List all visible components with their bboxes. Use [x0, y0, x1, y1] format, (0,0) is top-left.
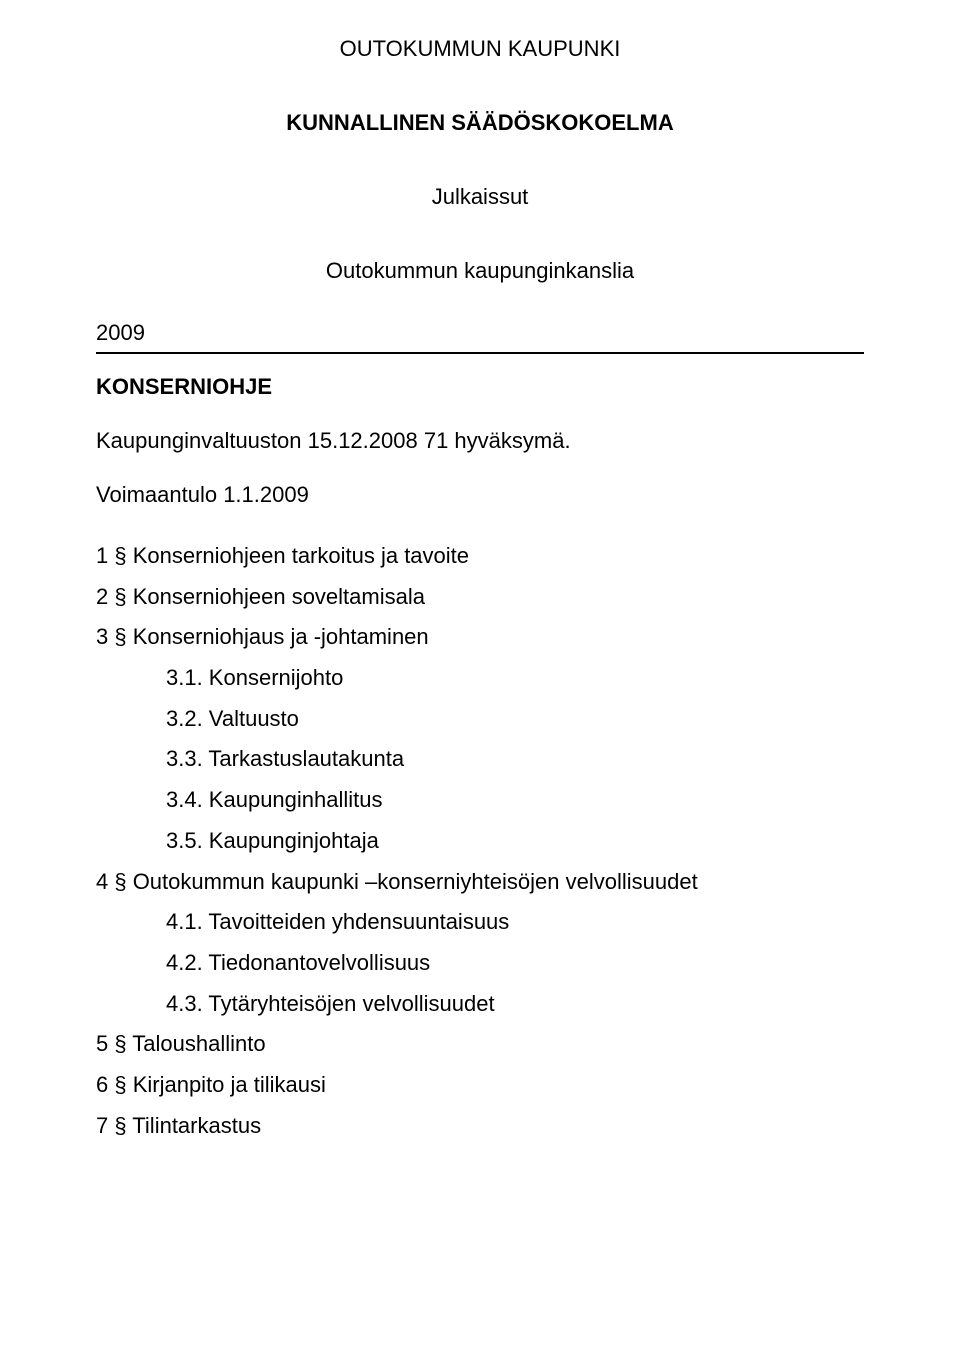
org-title: OUTOKUMMUN KAUPUNKI [96, 36, 864, 62]
toc-subitem: 3.5. Kaupunginjohtaja [166, 821, 864, 862]
toc-subitem: 4.3. Tytäryhteisöjen velvollisuudet [166, 984, 864, 1025]
toc-subitem: 4.2. Tiedonantovelvollisuus [166, 943, 864, 984]
toc-subitem: 3.4. Kaupunginhallitus [166, 780, 864, 821]
toc-subitem: 3.2. Valtuusto [166, 699, 864, 740]
header-divider [96, 352, 864, 354]
collection-subtitle: KUNNALLINEN SÄÄDÖSKOKOELMA [96, 110, 864, 136]
published-by: Outokummun kaupunginkanslia [96, 258, 864, 284]
table-of-contents: 1 § Konserniohjeen tarkoitus ja tavoite … [96, 536, 864, 1146]
toc-item: 2 § Konserniohjeen soveltamisala [96, 577, 864, 618]
toc-subitem: 3.1. Konsernijohto [166, 658, 864, 699]
document-heading: KONSERNIOHJE [96, 374, 864, 400]
toc-item: 5 § Taloushallinto [96, 1024, 864, 1065]
toc-item: 1 § Konserniohjeen tarkoitus ja tavoite [96, 536, 864, 577]
toc-item: 7 § Tilintarkastus [96, 1106, 864, 1147]
published-label: Julkaissut [96, 184, 864, 210]
approval-line: Kaupunginvaltuuston 15.12.2008 71 hyväks… [96, 428, 864, 454]
toc-item: 6 § Kirjanpito ja tilikausi [96, 1065, 864, 1106]
effective-line: Voimaantulo 1.1.2009 [96, 482, 864, 508]
toc-subitem: 3.3. Tarkastuslautakunta [166, 739, 864, 780]
toc-item: 3 § Konserniohjaus ja -johtaminen [96, 617, 864, 658]
toc-subitem: 4.1. Tavoitteiden yhdensuuntaisuus [166, 902, 864, 943]
year: 2009 [96, 320, 864, 346]
toc-item: 4 § Outokummun kaupunki –konserniyhteisö… [96, 862, 864, 903]
